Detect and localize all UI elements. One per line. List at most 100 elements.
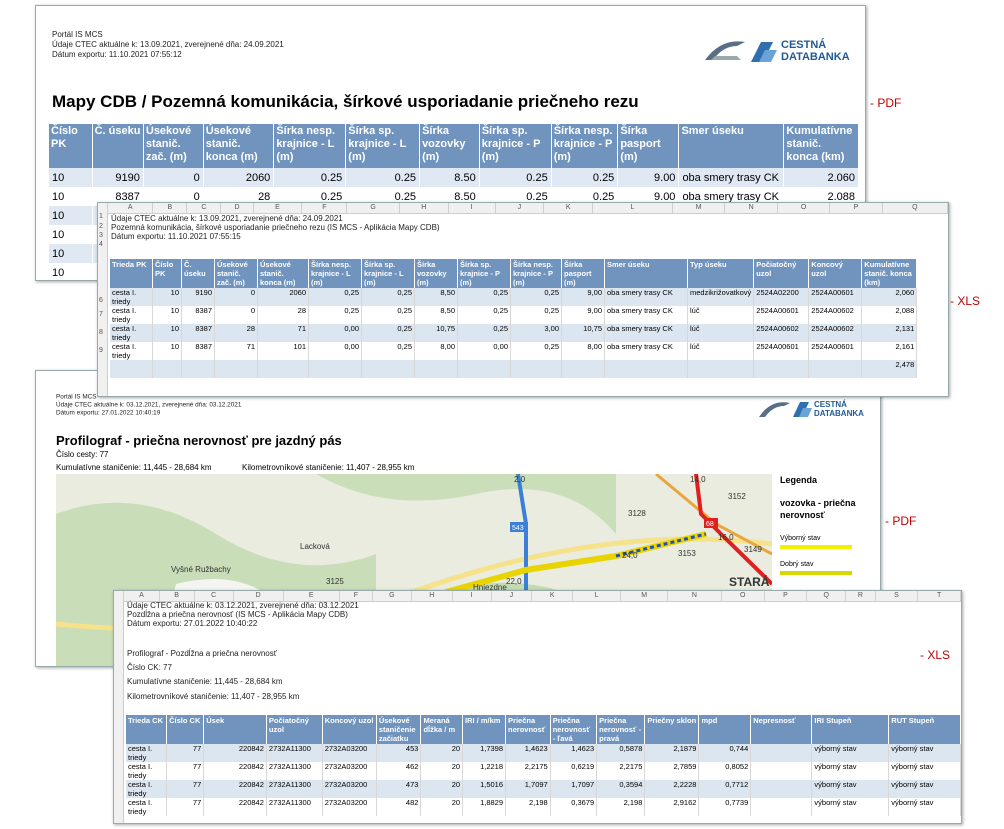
table-row: cesta I. triedy 10 8387 71 101 0,00 0,25 8,00 0,… [110,342,918,360]
table-cell: 0.25 [551,187,619,206]
column-letter: J [496,203,545,213]
column-letter: Q [883,203,948,213]
table-cell: cesta I. triedy [110,342,153,360]
column-header: Č. úseku [92,124,144,168]
column-header: IRI / m/km [462,715,507,744]
map-label: 14,0 [690,475,706,484]
table-cell: 0,25 [361,324,415,342]
column-letter: K [532,591,574,601]
column-header: Č. úseku [181,259,215,288]
table-cell: 9,00 [561,288,605,306]
corner [98,203,109,213]
row-number: 9 [99,347,103,354]
column-header: Kumulatívne stanič. konca (km) [783,124,859,168]
table-cell: výborný stav [811,762,890,780]
map-label: 22,0 [506,577,522,586]
column-header: Typ úseku [687,259,755,288]
table-cell: 0.25 [345,187,421,206]
map-label: Lacková [300,542,330,551]
table-cell [753,360,810,378]
table-cell: 2,060 [861,288,918,306]
table-cell: 0.25 [273,168,347,187]
column-letter: M [673,203,726,213]
header-line: Údaje CTEC aktuálne k: 03.12.2021, zvere… [56,401,242,409]
table-cell: oba smery trasy CK [604,306,688,324]
table-cell: 20 [420,744,464,762]
table-cell: 2732A11300 [266,744,323,762]
row-number: 8 [99,329,103,336]
column-header: Smer úseku [604,259,688,288]
table-cell: 1,7097 [550,780,598,798]
table-cell: výborný stav [888,762,961,780]
row-number: 1 [99,213,103,220]
column-letter: L [573,591,622,601]
table-cell: 10 [152,306,182,324]
table-cell: 10 [49,168,93,187]
legend: Legenda vozovka - priečna nerovnosť Výbo… [780,475,875,575]
table-cell: 0,25 [510,288,562,306]
table-cell [308,360,362,378]
column-header: Šírka sp. krajnice - P (m) [479,124,552,168]
table-cell: 71 [257,324,309,342]
table-cell: 8,50 [414,306,458,324]
legend-swatch [780,571,852,575]
table-cell: 0,25 [308,306,362,324]
table-row: cesta I. triedy 10 9190 0 2060 0,25 0,25 8,50 0,… [110,288,918,306]
legend-title: Legenda [780,475,818,485]
sheet-line: Údaje CTEC aktuálne k: 03.12.2021, zvere… [127,601,359,610]
table-cell [152,360,182,378]
table-cell: 9.00 [617,168,680,187]
column-header: Kumulatívne stanič. konca (km) [861,259,918,288]
table-cell: 9,00 [561,306,605,324]
table-cell [604,360,688,378]
table-cell: 2732A03200 [322,798,377,816]
table-row: cesta I. triedy 77 220842 2732A11300 2732A03… [126,762,961,780]
table-cell: 462 [376,762,422,780]
table-cell: oba smery trasy CK [604,288,688,306]
column-header: Úsekové staničenie začiatku [376,715,422,744]
column-header: Počiatočný uzol [266,715,323,744]
table-cell: 2,478 [861,360,918,378]
pdf-title: Mapy CDB / Pozemná komunikácia, šírkové … [52,92,639,111]
column-header: Trieda CK [126,715,168,744]
map-label: 3153 [678,549,696,558]
table-cell: výborný stav [811,744,890,762]
map-label: 24,0 [622,551,638,560]
table-cell: 2732A03200 [322,744,377,762]
column-header: Úsekové stanič. konca (m) [203,124,275,168]
table-cell [750,744,813,762]
table-cell: 2524A02200 [753,288,810,306]
column-letter: C [187,203,222,213]
table-cell [808,360,863,378]
table-cell: 0,25 [457,324,511,342]
cumulative-range: Kumulatívne staničenie: 11,445 - 28,684 … [56,463,212,472]
table-cell [561,360,605,378]
table-cell: 0.25 [273,187,347,206]
table-cell [110,360,153,378]
table-cell: 453 [376,744,422,762]
table-cell: 0 [214,288,258,306]
table-cell: 2524A00602 [808,324,863,342]
table-cell: 0,3594 [596,780,646,798]
column-letter: H [412,591,453,601]
table-cell: 71 [214,342,258,360]
map-label: 3125 [326,577,344,586]
logo-text: DATABANKA [781,51,850,63]
row-number: 4 [99,241,103,248]
table-cell: 1,4623 [505,744,551,762]
table-cell: 0,6219 [550,762,598,780]
column-letter: A [124,591,160,601]
table-cell: 20 [420,762,464,780]
xls-export-1: A B C D E F G H I J K L M N O P Q 1 2 3 4 6 7 8 9 Údaje CTEC aktu… [97,202,949,397]
table-cell: 2060 [203,168,275,187]
legend-swatch [780,545,852,549]
header-row: Trieda CK Číslo CK Úsek Počiatočný uzol Konc… [126,715,961,744]
table-cell: 2,2175 [596,762,646,780]
logo-text: CESTNÁ [781,38,826,51]
table-row: cesta I. triedy 77 220842 2732A11300 2732A03… [126,780,961,798]
column-letter: K [544,203,594,213]
table-cell: 2,9162 [644,798,700,816]
table-cell: oba smery trasy CK [678,168,785,187]
column-letter: S [876,591,919,601]
